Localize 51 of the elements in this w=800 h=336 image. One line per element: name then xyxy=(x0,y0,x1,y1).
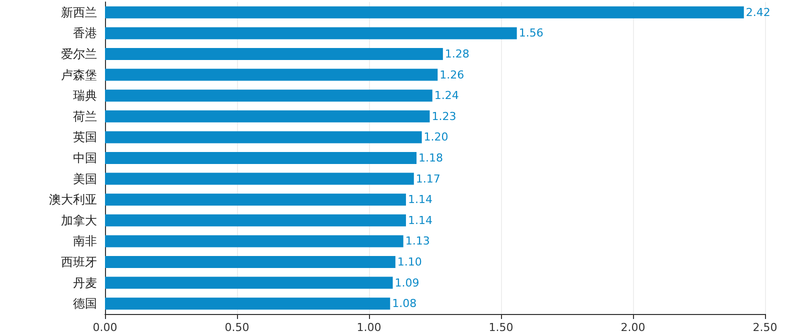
bar xyxy=(105,152,417,164)
bar xyxy=(105,298,390,310)
bar xyxy=(105,110,430,122)
x-tick-label: 0.00 xyxy=(92,321,118,334)
bar xyxy=(105,27,517,40)
data-label: 1.08 xyxy=(392,297,417,310)
y-tick-label: 香港 xyxy=(73,26,97,40)
y-tick-label: 德国 xyxy=(73,296,97,311)
bar xyxy=(105,90,432,102)
bar xyxy=(105,172,414,185)
data-label: 1.10 xyxy=(397,256,422,268)
data-label: 1.56 xyxy=(518,26,544,40)
data-label: 1.17 xyxy=(416,172,440,186)
data-label: 1.23 xyxy=(432,110,456,123)
y-tick-label: 南非 xyxy=(73,234,97,248)
y-tick-label: 美国 xyxy=(73,172,97,186)
bar xyxy=(105,276,393,289)
bar xyxy=(105,194,406,206)
y-tick-label: 瑞典 xyxy=(73,88,97,103)
data-label: 1.18 xyxy=(418,152,444,164)
data-label: 1.26 xyxy=(440,68,464,82)
bar xyxy=(105,131,422,144)
y-tick-label: 荷兰 xyxy=(73,109,97,124)
data-label: 2.42 xyxy=(746,6,770,19)
x-tick-label: 0.50 xyxy=(224,321,250,334)
x-tick-label: 1.50 xyxy=(488,321,514,334)
y-tick-label: 澳大利亚 xyxy=(49,192,97,207)
x-tick-label: 2.00 xyxy=(620,321,646,334)
x-tick-label: 2.50 xyxy=(752,321,778,334)
bar xyxy=(105,6,744,18)
x-tick-label: 1.00 xyxy=(356,321,382,334)
y-tick-label: 加拿大 xyxy=(61,213,97,228)
bar xyxy=(105,68,438,81)
data-label: 1.13 xyxy=(405,234,430,248)
y-tick-label: 新西兰 xyxy=(61,5,97,20)
y-tick-label: 丹麦 xyxy=(73,276,97,290)
data-label: 1.24 xyxy=(434,89,459,102)
data-label: 1.09 xyxy=(394,276,420,290)
data-label: 1.14 xyxy=(408,214,432,227)
y-tick-label: 中国 xyxy=(73,151,97,165)
y-tick-label: 卢森堡 xyxy=(61,68,97,82)
data-label: 1.20 xyxy=(424,130,448,144)
bar xyxy=(105,48,443,60)
data-label: 1.28 xyxy=(444,48,470,60)
y-tick-label: 英国 xyxy=(73,130,97,144)
bar xyxy=(105,235,404,248)
y-tick-label: 西班牙 xyxy=(61,255,97,269)
bar xyxy=(105,214,406,226)
data-label: 1.14 xyxy=(408,193,432,206)
y-tick-label: 爱尔兰 xyxy=(61,47,97,61)
bar xyxy=(105,256,396,268)
